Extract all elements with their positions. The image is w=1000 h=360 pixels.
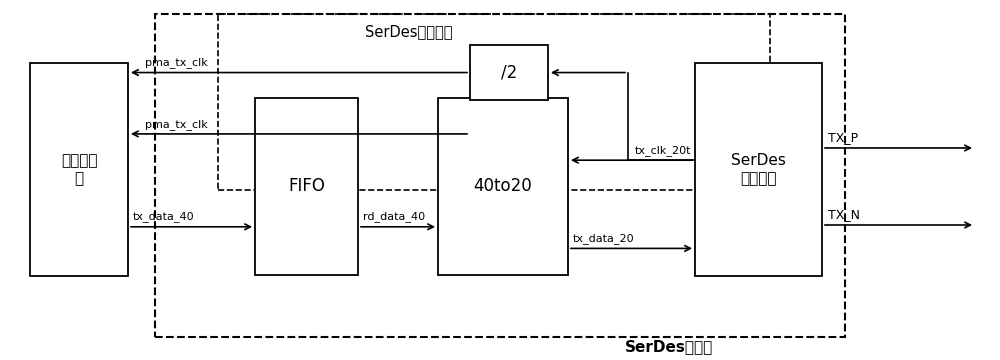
Bar bbox=[695, 63, 822, 276]
Text: SerDes发送器: SerDes发送器 bbox=[625, 339, 713, 354]
Text: TX_N: TX_N bbox=[828, 208, 860, 221]
Text: SerDes数字电路: SerDes数字电路 bbox=[365, 24, 452, 39]
Text: 40to20: 40to20 bbox=[474, 177, 532, 195]
Text: FIFO: FIFO bbox=[288, 177, 325, 195]
Bar bbox=[255, 98, 358, 275]
Text: 协议控制
器: 协议控制 器 bbox=[61, 153, 97, 186]
Text: tx_clk_20t: tx_clk_20t bbox=[635, 145, 692, 156]
Bar bbox=[438, 98, 568, 275]
Text: SerDes
模拟电路: SerDes 模拟电路 bbox=[731, 153, 786, 186]
Bar bbox=[155, 14, 845, 337]
Text: tx_data_20: tx_data_20 bbox=[573, 233, 635, 244]
Text: /2: /2 bbox=[501, 63, 517, 82]
Text: TX_P: TX_P bbox=[828, 131, 858, 144]
Text: rd_data_40: rd_data_40 bbox=[363, 212, 425, 222]
Text: tx_data_40: tx_data_40 bbox=[133, 212, 195, 222]
Bar bbox=[218, 14, 770, 190]
Text: pma_tx_clk: pma_tx_clk bbox=[145, 119, 208, 130]
Text: pma_tx_clk: pma_tx_clk bbox=[145, 57, 208, 68]
Bar bbox=[470, 45, 548, 100]
Bar bbox=[30, 63, 128, 276]
